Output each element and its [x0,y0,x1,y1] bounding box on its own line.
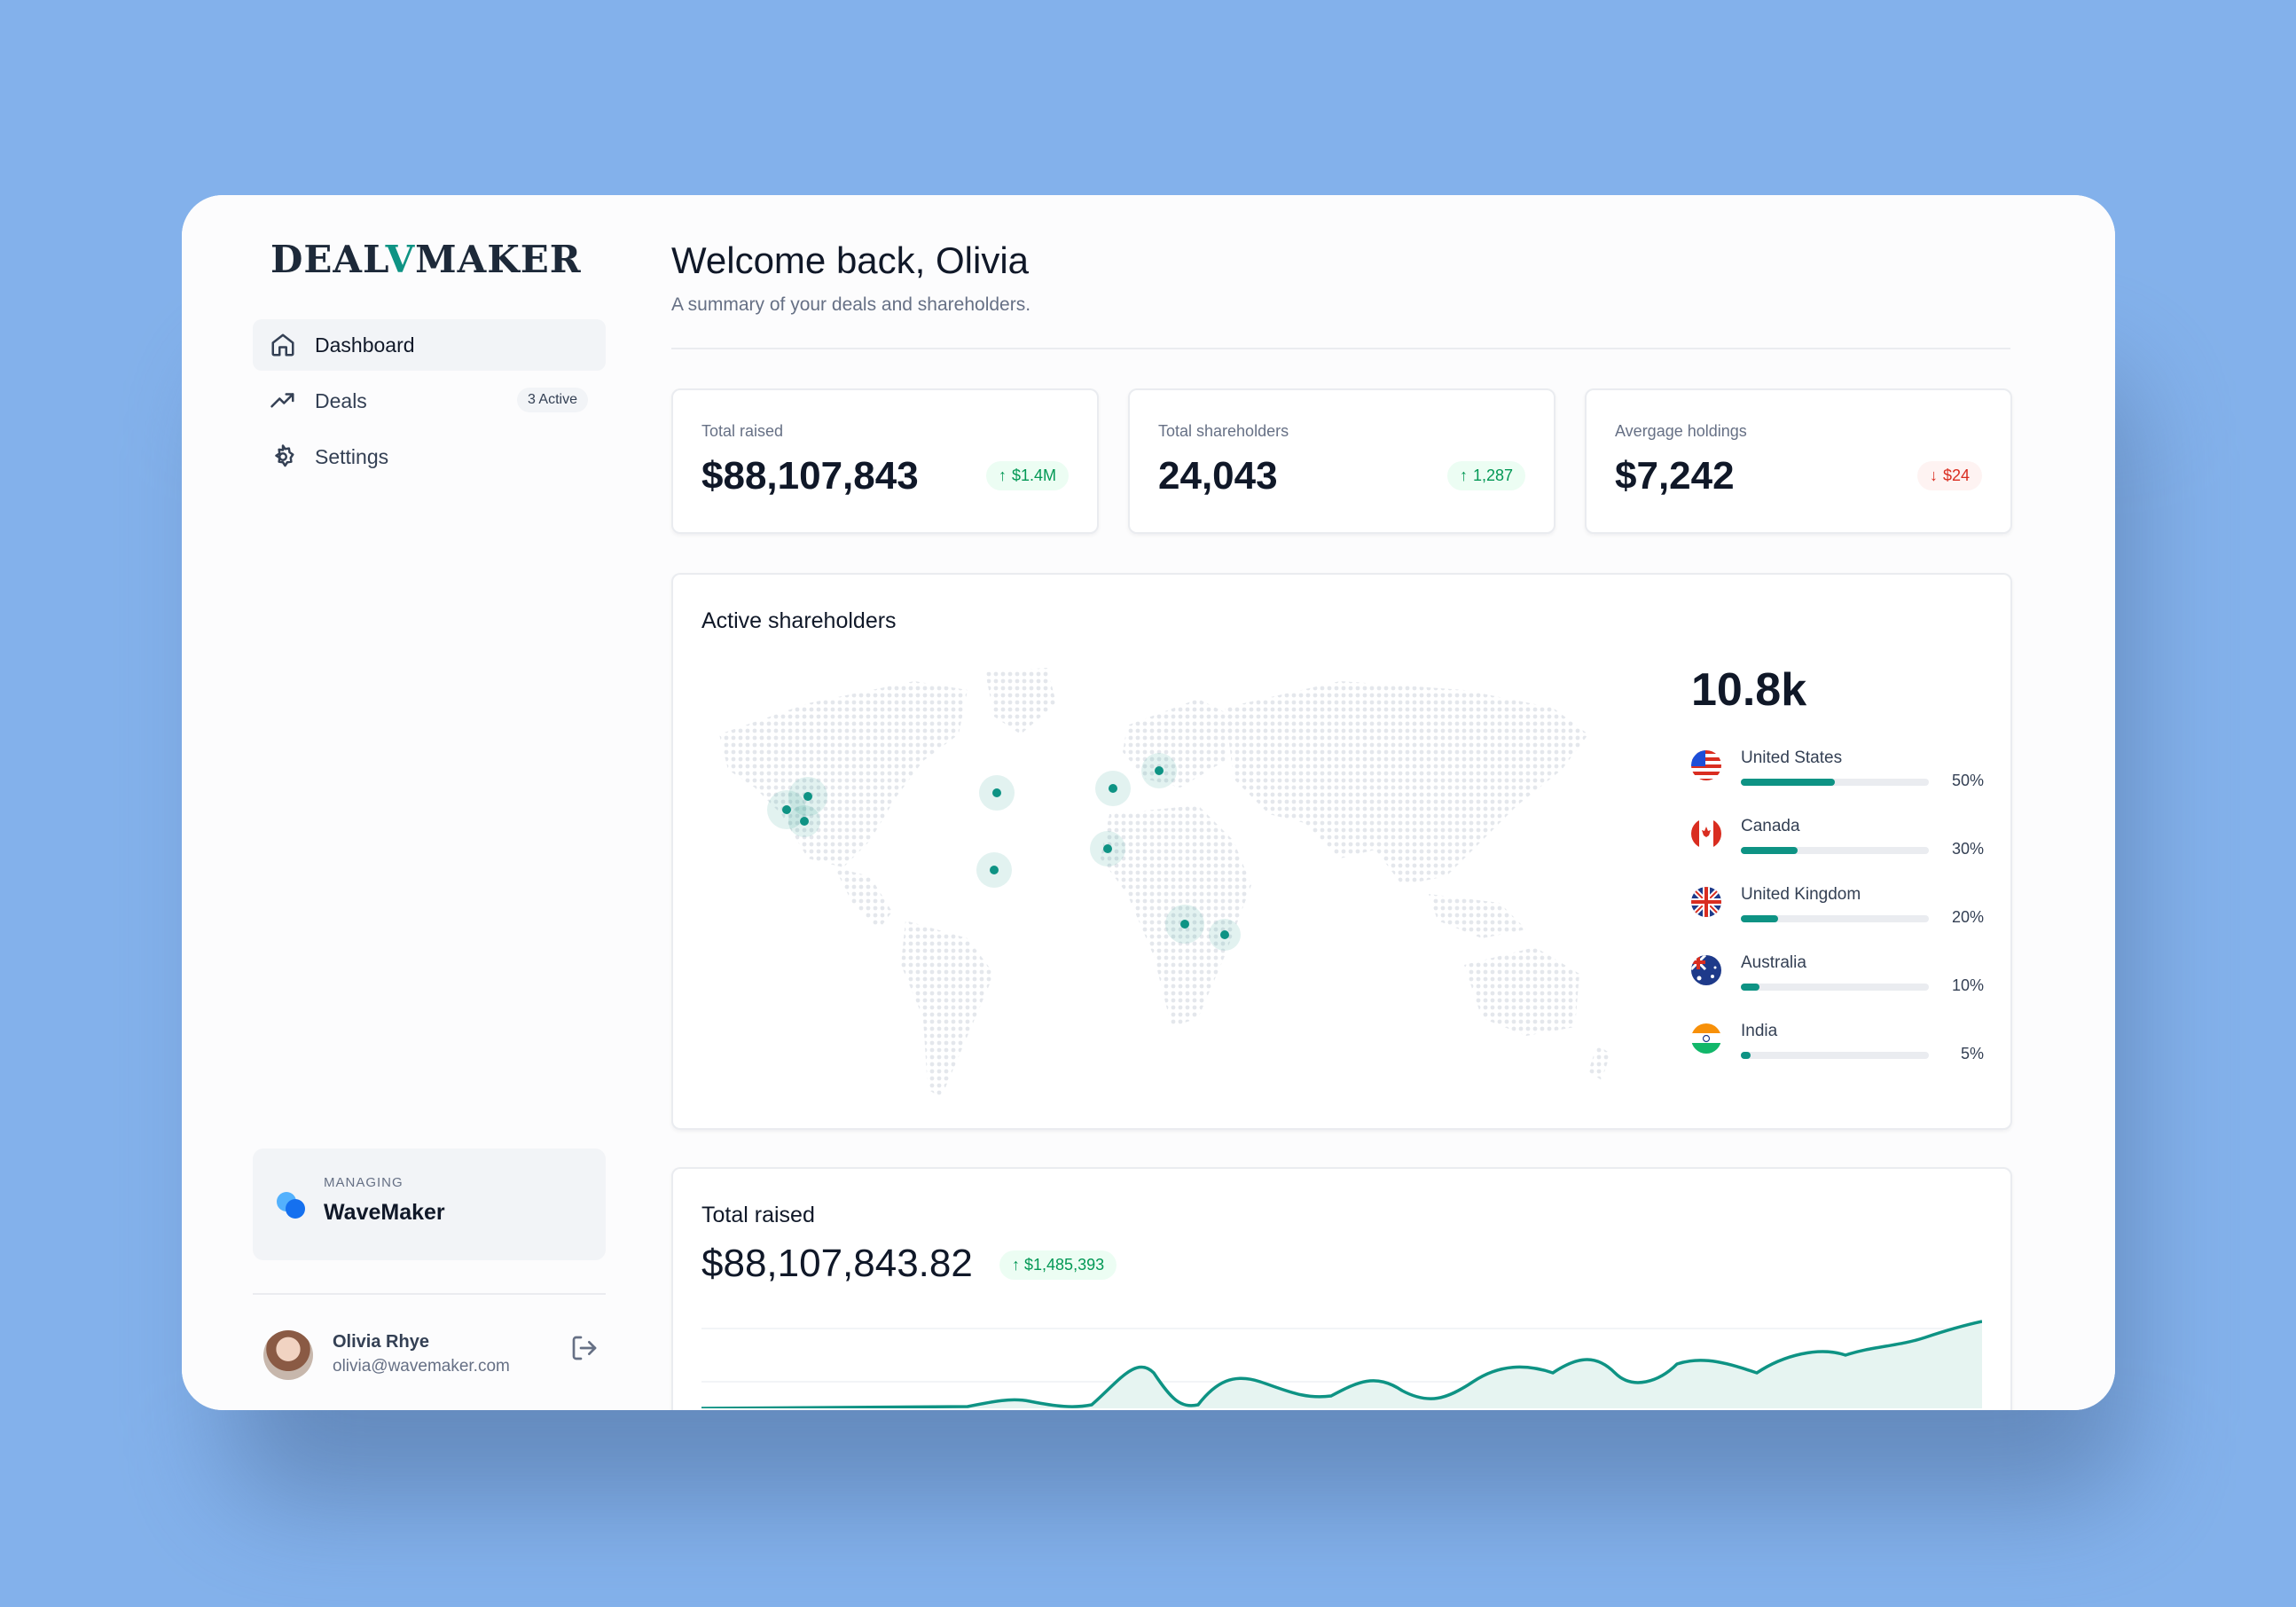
active-shareholders-total: 10.8k [1691,664,1807,716]
sidebar: DEALVMAKER Dashboard Deals 3 Active Sett… [182,195,627,1410]
progress-fill [1741,847,1798,854]
stat-card-total-raised: Total raised $88,107,843 ↑ $1.4M [671,388,1099,534]
progress-track [1741,847,1929,854]
country-row-uk: United Kingdom 20% [1691,882,1984,944]
country-name: United States [1741,749,1843,767]
header-divider [671,348,2010,349]
progress-track [1741,984,1929,991]
progress-fill [1741,915,1779,922]
deals-count-badge: 3 Active [516,388,588,412]
arrow-up-icon: ↑ [998,466,1007,484]
sidebar-item-deals[interactable]: Deals 3 Active [253,375,606,427]
arrow-down-icon: ↓ [1929,466,1938,484]
card-title: Active shareholders [701,608,897,633]
raised-change-badge: ↑ $1,485,393 [999,1250,1117,1280]
arrow-up-icon: ↑ [1012,1256,1025,1274]
country-percent: 50% [1951,772,1984,789]
sidebar-item-label: Dashboard [315,333,415,357]
managing-label: MANAGING [324,1175,404,1190]
card-title: Total raised [701,1203,815,1227]
workspace-name: WaveMaker [324,1200,445,1225]
sidebar-item-label: Deals [315,388,367,412]
sidebar-item-label: Settings [315,444,389,468]
page-subtitle: A summary of your deals and shareholders… [671,294,1031,315]
app-window: DEALVMAKER Dashboard Deals 3 Active Sett… [182,195,2115,1410]
us-flag-icon [1691,750,1721,780]
sidebar-item-settings[interactable]: Settings [253,431,606,482]
india-flag-icon [1691,1023,1721,1054]
avatar[interactable] [263,1330,313,1380]
raised-line-chart [701,1320,1982,1408]
canada-flag-icon [1691,819,1721,849]
country-row-australia: Australia 10% [1691,950,1984,1012]
total-raised-amount: $88,107,843.82 [701,1242,973,1285]
country-name: India [1741,1022,1778,1040]
stat-change-badge: ↑ 1,287 [1446,461,1525,490]
sidebar-item-dashboard[interactable]: Dashboard [253,319,606,371]
uk-flag-icon [1691,887,1721,917]
stat-value: $7,242 [1615,454,1735,498]
wavemaker-logo [277,1192,305,1219]
country-name: Canada [1741,817,1800,835]
country-percent: 30% [1951,840,1984,858]
country-percent: 10% [1951,976,1984,994]
stat-card-average-holdings: Avergage holdings $7,242 ↓ $24 [1585,388,2012,534]
country-name: United Kingdom [1741,885,1861,904]
country-percent: 20% [1951,908,1984,926]
country-row-india: India 5% [1691,1018,1984,1080]
stat-change-badge: ↓ $24 [1916,461,1982,490]
main-content: Welcome back, Olivia A summary of your d… [625,195,2115,1410]
active-shareholders-card: Active shareholders [671,573,2012,1130]
arrow-up-icon: ↑ [1459,466,1468,484]
stat-value: $88,107,843 [701,454,919,498]
trend-up-icon [267,385,299,417]
progress-track [1741,915,1929,922]
country-percent: 5% [1960,1045,1984,1062]
stat-label: Avergage holdings [1615,422,1747,440]
stat-value: 24,043 [1158,454,1278,498]
user-name: Olivia Rhye [333,1332,429,1352]
country-row-us: United States 50% [1691,745,1984,807]
progress-fill [1741,779,1835,786]
progress-fill [1741,984,1760,991]
user-email: olivia@wavemaker.com [333,1357,510,1376]
country-row-canada: Canada 30% [1691,813,1984,875]
logout-icon[interactable] [570,1334,599,1362]
total-raised-card: Total raised $88,107,843.82 ↑ $1,485,393 [671,1167,2012,1410]
stat-card-total-shareholders: Total shareholders 24,043 ↑ 1,287 [1128,388,1555,534]
stat-label: Total shareholders [1158,422,1289,440]
stat-change-badge: ↑ $1.4M [985,461,1069,490]
user-profile: Olivia Rhye olivia@wavemaker.com [253,1293,606,1392]
map-hotspots [767,753,1241,951]
world-dot-map [719,668,1610,1098]
progress-track [1741,1052,1929,1059]
australia-flag-icon [1691,955,1721,985]
stat-label: Total raised [701,422,784,440]
country-name: Australia [1741,953,1806,972]
dealmaker-logo[interactable]: DEALVMAKER [270,238,582,281]
progress-track [1741,779,1929,786]
progress-fill [1741,1052,1751,1059]
gear-icon [267,441,299,473]
managing-workspace[interactable]: MANAGING WaveMaker [253,1148,606,1260]
page-title: Welcome back, Olivia [671,239,1030,281]
home-icon [267,329,299,361]
